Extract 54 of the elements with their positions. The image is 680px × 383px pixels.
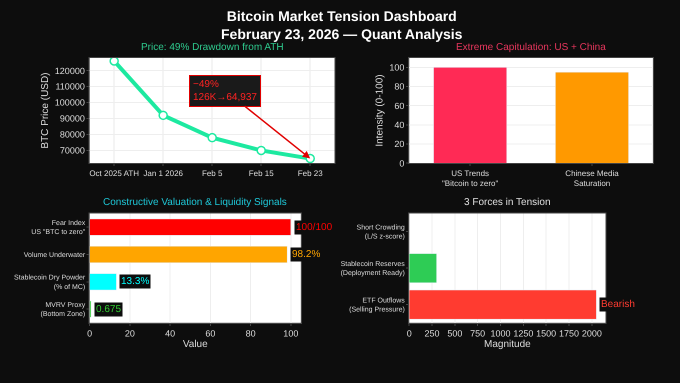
x-axis-title: Value (182, 339, 208, 350)
y-tick-label: 90000 (60, 114, 85, 124)
x-tick-label: 0 (406, 328, 412, 339)
x-tick-label: 40 (165, 328, 176, 339)
y-axis-title: Intensity (0-100) (374, 74, 386, 147)
chart-title: Constructive Valuation & Liquidity Signals (103, 197, 287, 208)
x-tick-label: 250 (424, 328, 440, 339)
x-tick-label: 1500 (536, 328, 556, 339)
chart-subtitle: Price: 49% Drawdown from ATH (141, 42, 284, 53)
y-tick-label: 120000 (54, 66, 85, 76)
x-tick-label: 80 (246, 328, 256, 339)
data-label: 98.2% (292, 249, 320, 260)
x-tick-label: 1250 (513, 328, 534, 339)
x-tick-label: 1000 (490, 328, 511, 339)
chart-title: Extreme Capitulation: US + China (456, 42, 606, 53)
x-tick-label: US Trends "Bitcoin to zero" (442, 168, 498, 188)
bar (90, 273, 117, 290)
y-tick-label: 100 (389, 62, 404, 73)
x-tick-label: Feb 15 (248, 168, 274, 178)
y-tick-label: 80 (394, 82, 404, 92)
x-tick-label: Jan 1 2026 (143, 168, 184, 178)
data-label: 100/100 (296, 222, 333, 233)
x-tick-label: Feb 23 (298, 168, 324, 178)
point (256, 146, 266, 156)
x-tick-label: 100 (283, 328, 298, 339)
y-tick-label: 110000 (55, 82, 85, 92)
chart-title: 3 Forces in Tension (464, 197, 551, 208)
y-tick-label: 20 (394, 139, 404, 150)
x-tick-label: Feb 5 (202, 168, 223, 178)
y-axis-title: BTC Price (USD) (40, 72, 51, 149)
y-tick-label: 70000 (60, 146, 85, 156)
x-tick-label: Chinese Media Saturation (565, 168, 620, 188)
data-label: 13.3% (121, 276, 150, 287)
y-tick-label: 80000 (60, 130, 85, 140)
x-tick-label: 60 (205, 328, 216, 339)
data-label: 0.675 (96, 304, 122, 315)
data-label: Bearish (601, 299, 635, 310)
y-tick-label: 60 (394, 100, 404, 111)
point (207, 132, 217, 142)
point (158, 110, 168, 120)
x-tick-label: 20 (124, 328, 135, 339)
x-tick-label: 750 (470, 328, 486, 339)
x-tick-label: 0 (87, 328, 92, 339)
y-tick-label: 40 (394, 120, 404, 130)
x-tick-label: 2000 (582, 328, 602, 339)
x-tick-label: 1750 (558, 328, 580, 339)
x-axis-title: Magnitude (484, 339, 532, 350)
point (109, 58, 119, 66)
chart-title: Bitcoin Market Tension Dashboard February 23, 2026 — Quant Analysis (221, 8, 463, 42)
annotation: −49% 126K→64,937 (193, 79, 258, 103)
x-tick-label: 500 (447, 328, 462, 339)
y-tick-label: 100000 (54, 98, 85, 108)
y-tick-label: 0 (399, 158, 404, 168)
x-tick-label: Oct 2025 ATH (89, 168, 140, 178)
